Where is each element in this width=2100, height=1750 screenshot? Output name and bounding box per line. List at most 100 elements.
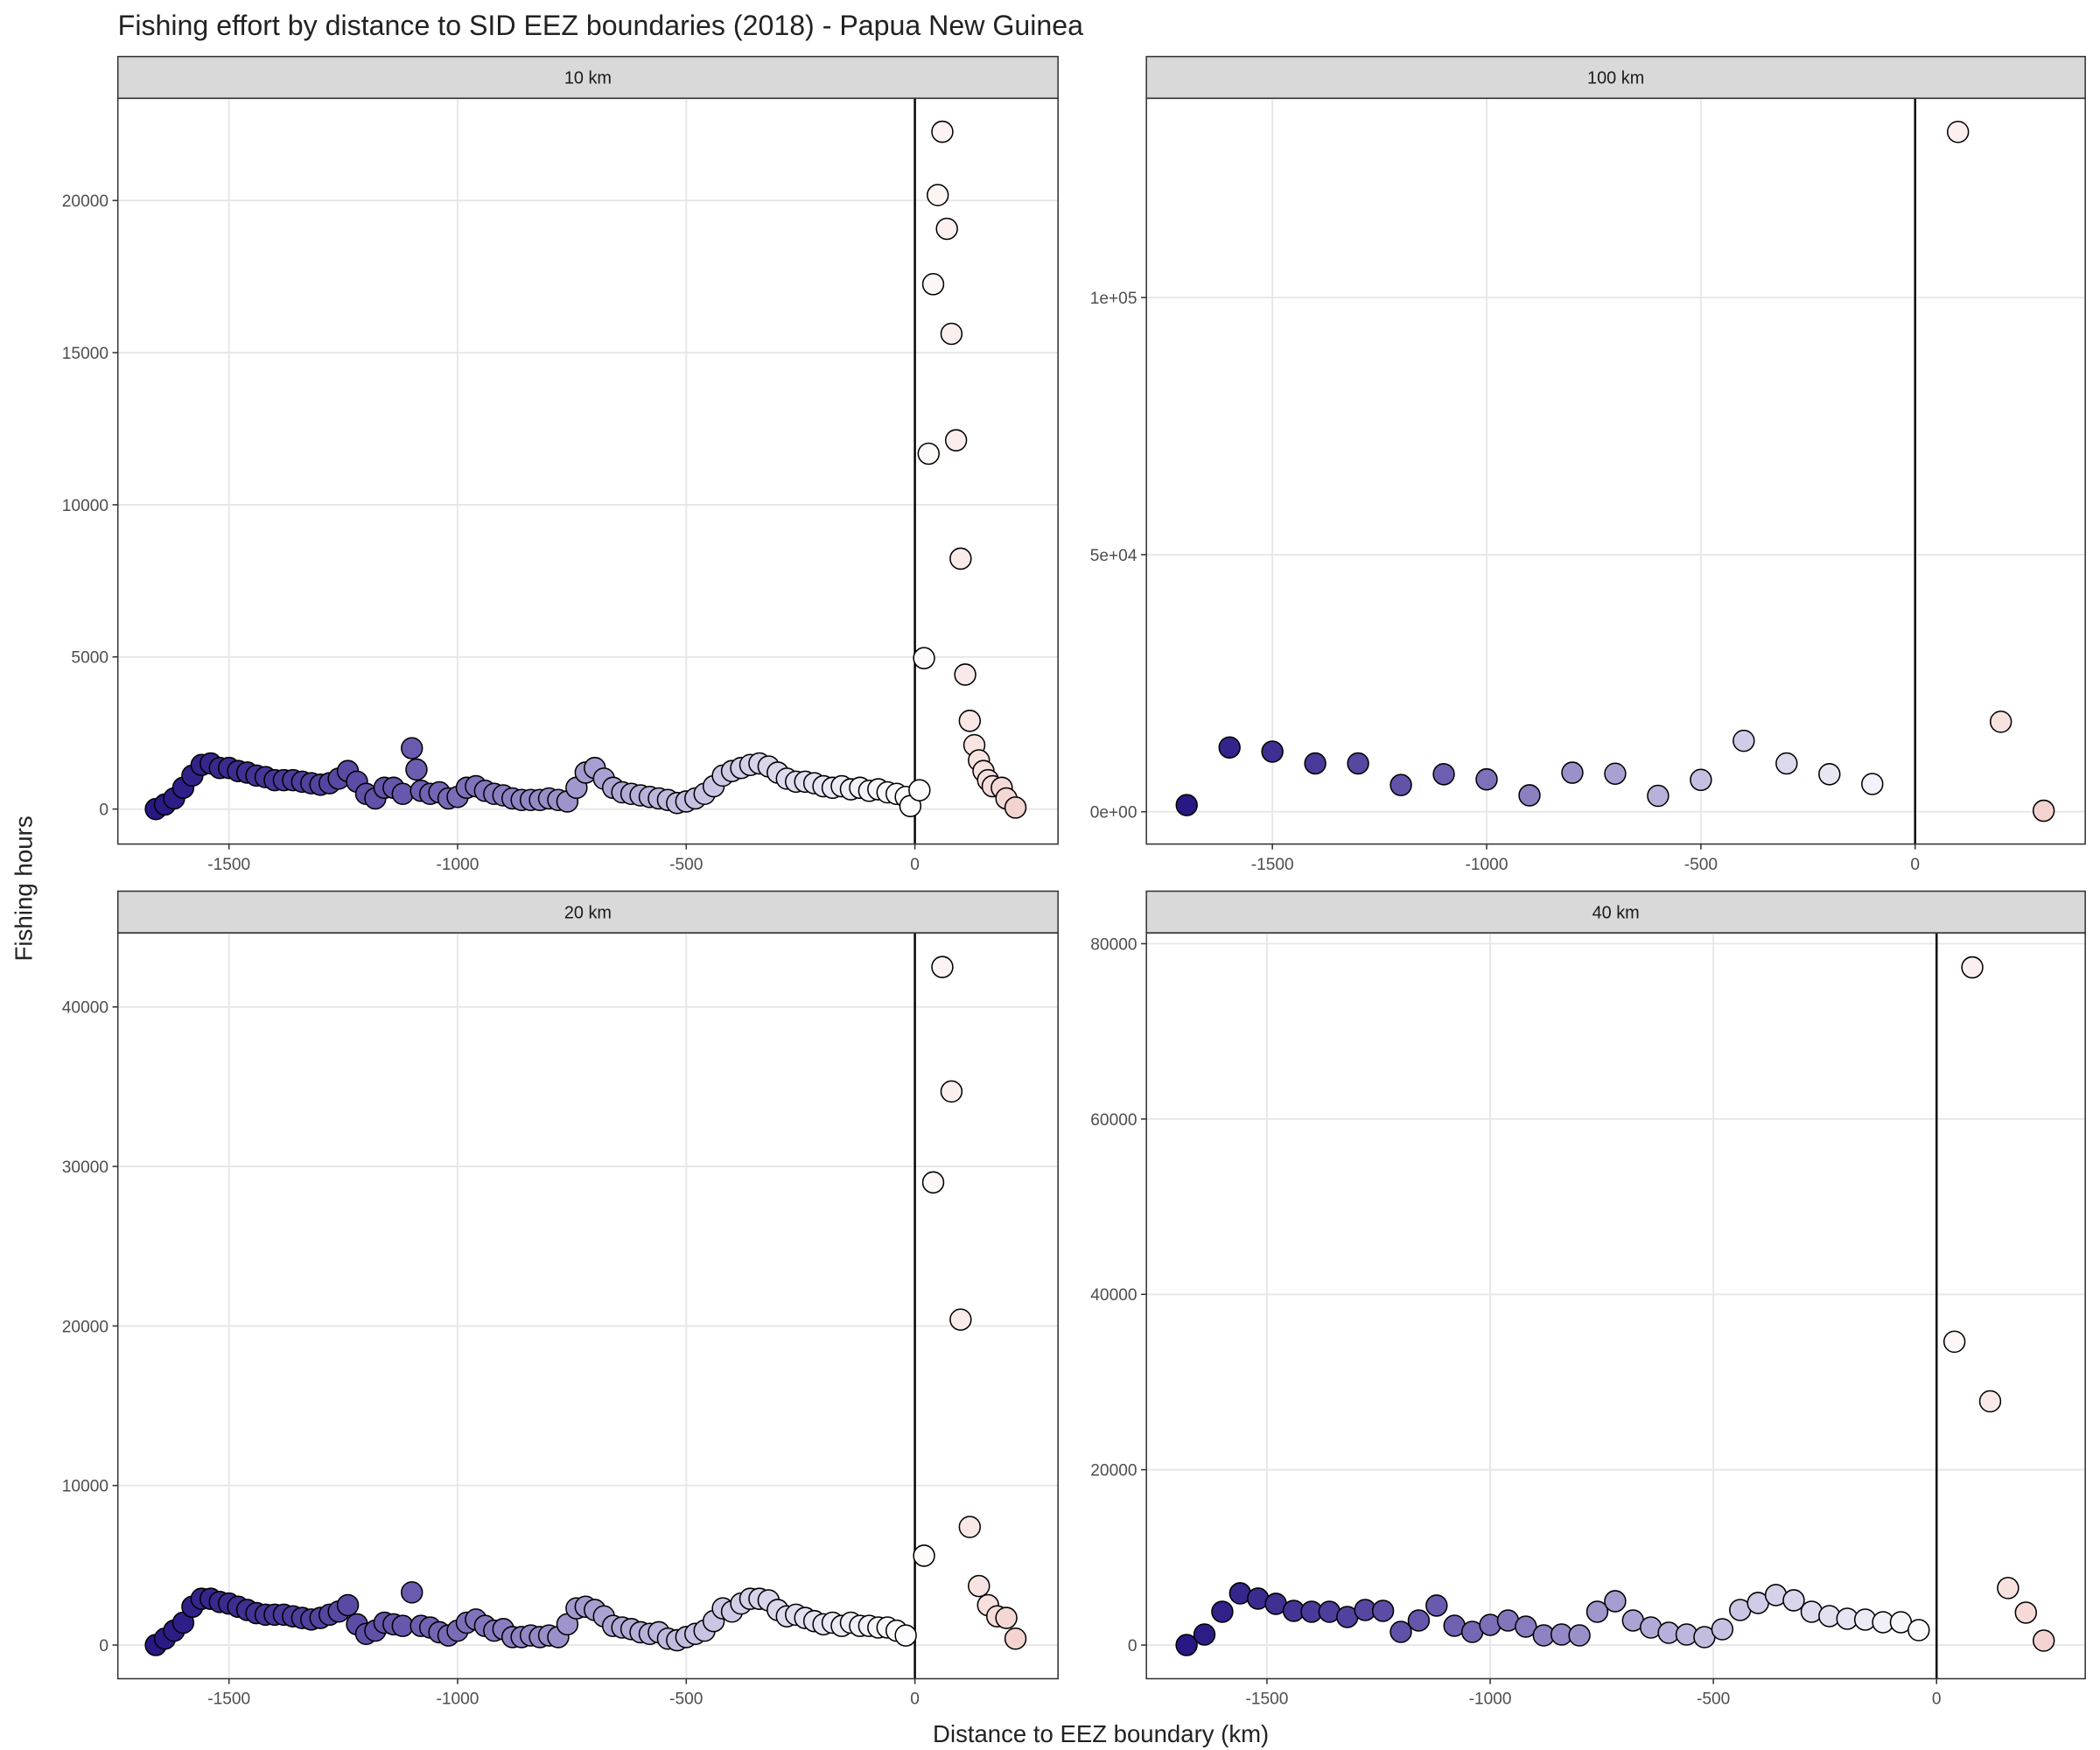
- point: [995, 1606, 1018, 1629]
- point: [1946, 120, 1970, 144]
- point: [921, 273, 945, 296]
- y-tick-label: 40000: [62, 999, 108, 1018]
- point: [1518, 784, 1541, 807]
- point: [1004, 796, 1027, 819]
- point: [1997, 1577, 2020, 1600]
- point: [1218, 736, 1241, 760]
- point: [2032, 1629, 2055, 1652]
- y-tick-label: 15000: [62, 345, 108, 363]
- point: [968, 1574, 990, 1598]
- panel-background: [1146, 98, 2086, 844]
- x-axis-label: Distance to EEZ boundary (km): [933, 1720, 1269, 1747]
- panel-background: [117, 933, 1059, 1679]
- x-tick-label: 0: [1910, 856, 1920, 874]
- point: [917, 442, 940, 466]
- y-axis-label: Fishing hours: [10, 816, 38, 961]
- point: [913, 647, 935, 669]
- panel-border: [1145, 97, 2086, 845]
- panel: 40 km 0 20000 40000 60000 80000 -1500 -1000 -500…: [1090, 890, 2086, 1709]
- y-tick-label: 10000: [62, 497, 108, 515]
- strip: [116, 890, 1059, 934]
- point: [1978, 1390, 2002, 1413]
- point: [949, 547, 972, 570]
- point: [1561, 761, 1584, 784]
- point: [949, 1308, 972, 1331]
- point: [1347, 752, 1369, 775]
- x-tick-label: -1000: [1469, 1690, 1512, 1709]
- panel: 100 km 0e+00 5e+04 1e+05 -1500 -1000 -500 0: [1090, 55, 2086, 874]
- point: [894, 1624, 917, 1647]
- x-tick-label: -500: [1684, 856, 1718, 874]
- strip-label: 100 km: [1587, 68, 1644, 88]
- panel-border: [116, 97, 1059, 845]
- point: [1775, 752, 1798, 775]
- point: [940, 1080, 963, 1103]
- point: [1942, 1330, 1966, 1354]
- y-tick-label: 80000: [1090, 935, 1137, 954]
- point: [1175, 794, 1198, 816]
- point: [1193, 1623, 1216, 1646]
- point: [336, 1593, 360, 1617]
- point: [1211, 1600, 1234, 1623]
- panel: 20 km 0 10000 20000 30000 40000 -1500 -1000 -500…: [62, 890, 1059, 1709]
- point: [1261, 740, 1284, 763]
- x-tick-label: -1500: [207, 856, 250, 874]
- y-tick-label: 20000: [62, 192, 108, 211]
- y-tick-label: 0: [99, 802, 108, 820]
- point: [1989, 710, 2012, 733]
- y-tick-label: 10000: [62, 1478, 108, 1496]
- point: [401, 737, 424, 760]
- point: [1432, 763, 1455, 786]
- panel-background: [117, 98, 1059, 844]
- point: [401, 1581, 424, 1604]
- point: [908, 779, 931, 802]
- y-tick-label: 5e+04: [1090, 547, 1138, 565]
- x-tick-label: 0: [910, 856, 920, 874]
- point: [958, 710, 982, 732]
- point: [913, 1544, 935, 1567]
- point: [1782, 1589, 1805, 1612]
- x-tick-label: 0: [910, 1690, 920, 1709]
- strip-label: 10 km: [564, 68, 612, 88]
- panel-border: [116, 932, 1059, 1680]
- point: [931, 956, 954, 978]
- point: [1390, 1620, 1412, 1643]
- point: [1175, 1634, 1198, 1656]
- point: [1515, 1615, 1537, 1638]
- point: [927, 184, 949, 206]
- y-tick-label: 20000: [62, 1318, 108, 1336]
- point: [931, 120, 954, 144]
- point: [935, 217, 958, 241]
- point: [1004, 1627, 1027, 1650]
- point: [1604, 762, 1627, 786]
- panel: 10 km 0 5000 10000 15000 20000 -1500 -1000 -500 0: [62, 55, 1059, 874]
- point: [1425, 1594, 1448, 1617]
- point: [1908, 1619, 1930, 1642]
- chart-area: Fishing effort by distance to SID EEZ bo…: [10, 10, 2086, 1747]
- point: [944, 429, 968, 452]
- strip-label: 20 km: [564, 903, 612, 922]
- point: [1711, 1618, 1734, 1641]
- point: [958, 1516, 982, 1538]
- strip: [1145, 890, 2086, 934]
- chart-title: Fishing effort by distance to SID EEZ bo…: [118, 10, 1083, 41]
- panel-background: [1146, 933, 2086, 1679]
- y-tick-label: 5000: [71, 649, 108, 668]
- x-tick-label: -1000: [1466, 856, 1508, 874]
- strip: [1145, 55, 2086, 100]
- point: [1475, 767, 1498, 791]
- panel-border: [1145, 932, 2086, 1680]
- point: [1732, 729, 1755, 752]
- point: [1390, 774, 1412, 796]
- point: [2032, 799, 2055, 822]
- point: [1647, 784, 1670, 808]
- point: [1861, 773, 1884, 795]
- y-tick-label: 0: [99, 1637, 108, 1656]
- x-tick-label: -500: [669, 1690, 703, 1709]
- point: [1961, 956, 1984, 979]
- point: [940, 322, 963, 346]
- y-tick-label: 60000: [1090, 1111, 1137, 1130]
- point: [1690, 768, 1712, 792]
